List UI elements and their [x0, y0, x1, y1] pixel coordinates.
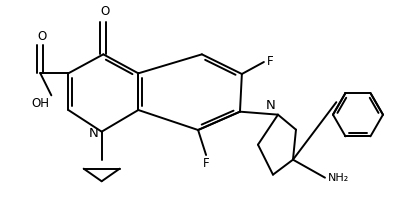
Text: N: N	[266, 99, 276, 112]
Text: N: N	[89, 127, 98, 140]
Text: O: O	[101, 5, 110, 18]
Text: O: O	[38, 30, 47, 43]
Text: F: F	[203, 157, 210, 170]
Text: F: F	[267, 55, 274, 68]
Text: NH₂: NH₂	[328, 173, 349, 183]
Text: OH: OH	[31, 97, 49, 110]
